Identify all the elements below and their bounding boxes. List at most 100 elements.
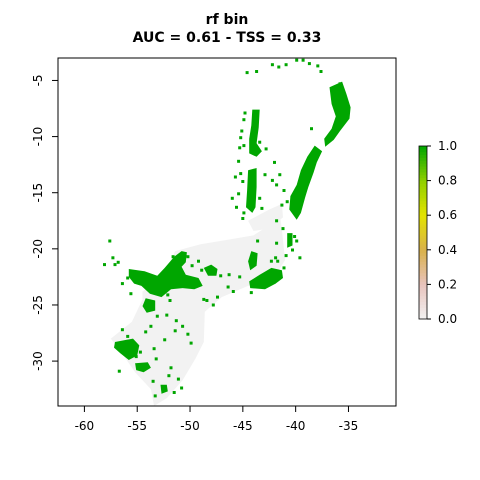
presence-cell xyxy=(227,273,231,277)
colorbar-segment xyxy=(419,169,427,173)
presence-region xyxy=(249,109,262,157)
colorbar-segment xyxy=(419,272,427,277)
presence-region xyxy=(289,145,323,220)
presence-cell xyxy=(316,64,320,68)
presence-cell xyxy=(138,350,142,354)
colorbar-segment xyxy=(419,304,427,308)
colorbar-segment xyxy=(419,157,427,161)
presence-cell xyxy=(181,324,185,328)
presence-cell xyxy=(134,355,138,359)
presence-cell xyxy=(275,183,279,187)
presence-cell xyxy=(255,70,259,73)
presence-cell xyxy=(149,324,153,328)
colorbar-segment xyxy=(419,287,427,291)
presence-cell xyxy=(284,63,288,67)
colorbar-segment xyxy=(419,301,427,305)
colorbar-segment xyxy=(419,244,427,248)
colorbar-segment xyxy=(419,249,427,254)
presence-cell xyxy=(258,140,262,144)
absence-region xyxy=(248,203,283,231)
presence-cell xyxy=(113,263,117,267)
presence-cell xyxy=(270,63,274,67)
colorbar-segment xyxy=(419,189,427,193)
presence-cell xyxy=(186,332,190,336)
presence-cell xyxy=(153,394,157,398)
presence-cell xyxy=(277,65,281,69)
presence-cell xyxy=(270,178,274,182)
presence-cell xyxy=(338,82,342,86)
x-tick-label: -45 xyxy=(233,419,253,433)
presence-cell xyxy=(319,70,323,73)
presence-cell xyxy=(258,196,262,200)
presence-cell xyxy=(241,180,245,183)
presence-cell xyxy=(336,116,340,119)
presence-region xyxy=(287,233,293,248)
colorbar-segment xyxy=(419,232,427,236)
presence-cell xyxy=(163,338,167,342)
colorbar-segment xyxy=(419,290,427,294)
presence-cell xyxy=(264,147,268,151)
presence-region xyxy=(203,264,218,276)
presence-cell xyxy=(237,159,241,163)
colorbar-segment xyxy=(419,226,427,231)
presence-cell xyxy=(241,217,245,220)
colorbar-segment xyxy=(419,212,427,216)
presence-cell xyxy=(190,264,194,268)
plot-frame xyxy=(57,57,397,407)
colorbar-segment xyxy=(419,238,427,242)
presence-cell xyxy=(202,297,206,301)
presence-cell xyxy=(285,200,289,204)
x-tick-label: -35 xyxy=(339,419,359,433)
colorbar-segment xyxy=(419,281,427,285)
colorbar-segment xyxy=(419,183,427,187)
colorbar-segment xyxy=(419,177,427,181)
presence-cell xyxy=(172,391,176,394)
colorbar-segment xyxy=(419,295,427,300)
presence-cell xyxy=(243,111,247,115)
presence-cell xyxy=(173,329,177,333)
presence-cell xyxy=(239,172,243,176)
colorbar-segment xyxy=(419,151,427,156)
presence-cell xyxy=(231,290,235,293)
presence-cell xyxy=(216,295,219,299)
colorbar-segment xyxy=(419,220,427,225)
presence-region xyxy=(249,267,283,290)
presence-cell xyxy=(280,203,284,207)
presence-region xyxy=(128,251,203,298)
presence-cell xyxy=(126,276,130,280)
presence-cell xyxy=(205,299,209,302)
presence-cell xyxy=(242,118,246,122)
presence-cell xyxy=(281,227,285,231)
colorbar-segment xyxy=(419,269,427,274)
presence-cell xyxy=(152,347,156,351)
presence-cell xyxy=(200,268,204,272)
presence-cell xyxy=(276,259,280,263)
colorbar-segment xyxy=(419,310,427,314)
presence-cell xyxy=(169,366,173,370)
presence-region xyxy=(114,338,140,360)
colorbar-segment xyxy=(419,154,427,158)
presence-cell xyxy=(295,58,299,62)
y-tick-label: -25 xyxy=(31,295,45,315)
presence-cell xyxy=(211,303,215,307)
presence-cell xyxy=(245,71,249,75)
colorbar-segment xyxy=(419,200,427,205)
presence-cell xyxy=(174,319,178,323)
presence-cell xyxy=(238,275,242,279)
absence-region xyxy=(110,214,286,406)
colorbar-tick-label: 0.8 xyxy=(438,174,457,188)
presence-cell xyxy=(103,263,106,267)
presence-cell xyxy=(242,211,246,215)
presence-cell xyxy=(239,136,243,140)
raster-layer xyxy=(103,58,351,406)
presence-cell xyxy=(265,279,269,283)
colorbar-tick-label: 0.2 xyxy=(438,277,457,291)
y-tick-label: -10 xyxy=(31,127,45,147)
presence-cell xyxy=(116,260,120,264)
colorbar-segment xyxy=(419,195,427,199)
presence-cell xyxy=(226,285,230,289)
presence-cell xyxy=(235,205,238,209)
presence-cell xyxy=(117,369,121,373)
presence-cell xyxy=(129,292,133,296)
presence-cell xyxy=(240,129,244,133)
